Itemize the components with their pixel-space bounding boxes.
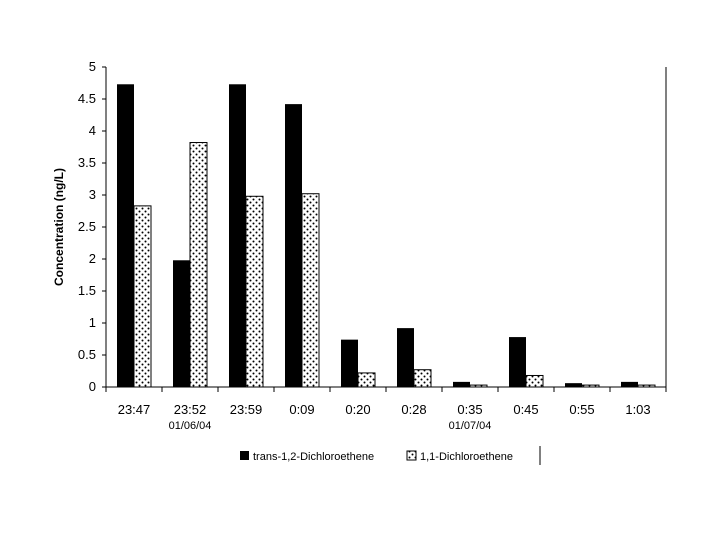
- date-label: 01/06/04: [169, 420, 212, 432]
- legend: trans-1,2-Dichloroethene 1,1-Dichloroeth…: [240, 446, 541, 465]
- bar-series-1: [229, 84, 246, 387]
- x-tick-label: 1:03: [625, 402, 650, 417]
- bar-series-1: [341, 339, 358, 387]
- legend-swatch-series-1: [240, 451, 249, 460]
- x-tick-label: 0:09: [289, 402, 314, 417]
- x-axis-ticks: 23:47 23:52 23:59 0:09 0:20 0:28 0:35 0:45 0:55 1…: [105, 387, 667, 432]
- y-tick-label: 2.5: [78, 219, 96, 234]
- y-axis-ticks: 0 0.5 1 1.5 2 2.5 3 3.5 4 4.5 5: [78, 59, 106, 394]
- x-tick-label: 23:52: [174, 402, 207, 417]
- bar-series-1: [173, 260, 190, 387]
- x-tick-label: 0:35: [457, 402, 482, 417]
- bar-series-2: [189, 142, 208, 388]
- bar-series-2: [413, 369, 432, 388]
- bar-series-1: [509, 337, 526, 387]
- y-tick-label: 4.5: [78, 91, 96, 106]
- y-tick-label: 1.5: [78, 283, 96, 298]
- legend-label-series-1: trans-1,2-Dichloroethene: [253, 451, 374, 463]
- y-tick-label: 0: [89, 379, 96, 394]
- x-tick-label: 23:59: [230, 402, 263, 417]
- bar-series-2: [301, 193, 320, 388]
- bar-series-2: [245, 195, 264, 388]
- x-tick-label: 0:45: [513, 402, 538, 417]
- x-tick-label: 0:55: [569, 402, 594, 417]
- y-tick-label: 3.5: [78, 155, 96, 170]
- date-label: 01/07/04: [449, 420, 492, 432]
- x-tick-label: 0:28: [401, 402, 426, 417]
- y-tick-label: 0.5: [78, 347, 96, 362]
- y-tick-label: 3: [89, 187, 96, 202]
- legend-label-series-2: 1,1-Dichloroethene: [420, 451, 513, 463]
- x-tick-label: 23:47: [118, 402, 151, 417]
- bar-series-1: [397, 328, 414, 387]
- y-tick-label: 2: [89, 251, 96, 266]
- bar-series-1: [453, 381, 470, 387]
- bar-series-2: [525, 374, 544, 388]
- y-tick-label: 4: [89, 123, 96, 138]
- bar-series-1: [621, 381, 638, 387]
- y-axis-label: Concentration (ng/L): [52, 168, 66, 286]
- y-tick-label: 1: [89, 315, 96, 330]
- bar-series-2: [357, 372, 376, 388]
- x-tick-label: 0:20: [345, 402, 370, 417]
- legend-swatch-series-2: [406, 450, 417, 461]
- bars: [117, 84, 656, 388]
- bar-series-2: [133, 205, 152, 388]
- y-tick-label: 5: [89, 59, 96, 74]
- bar-series-1: [285, 104, 302, 388]
- bar-series-1: [565, 383, 582, 387]
- bar-series-1: [117, 84, 134, 387]
